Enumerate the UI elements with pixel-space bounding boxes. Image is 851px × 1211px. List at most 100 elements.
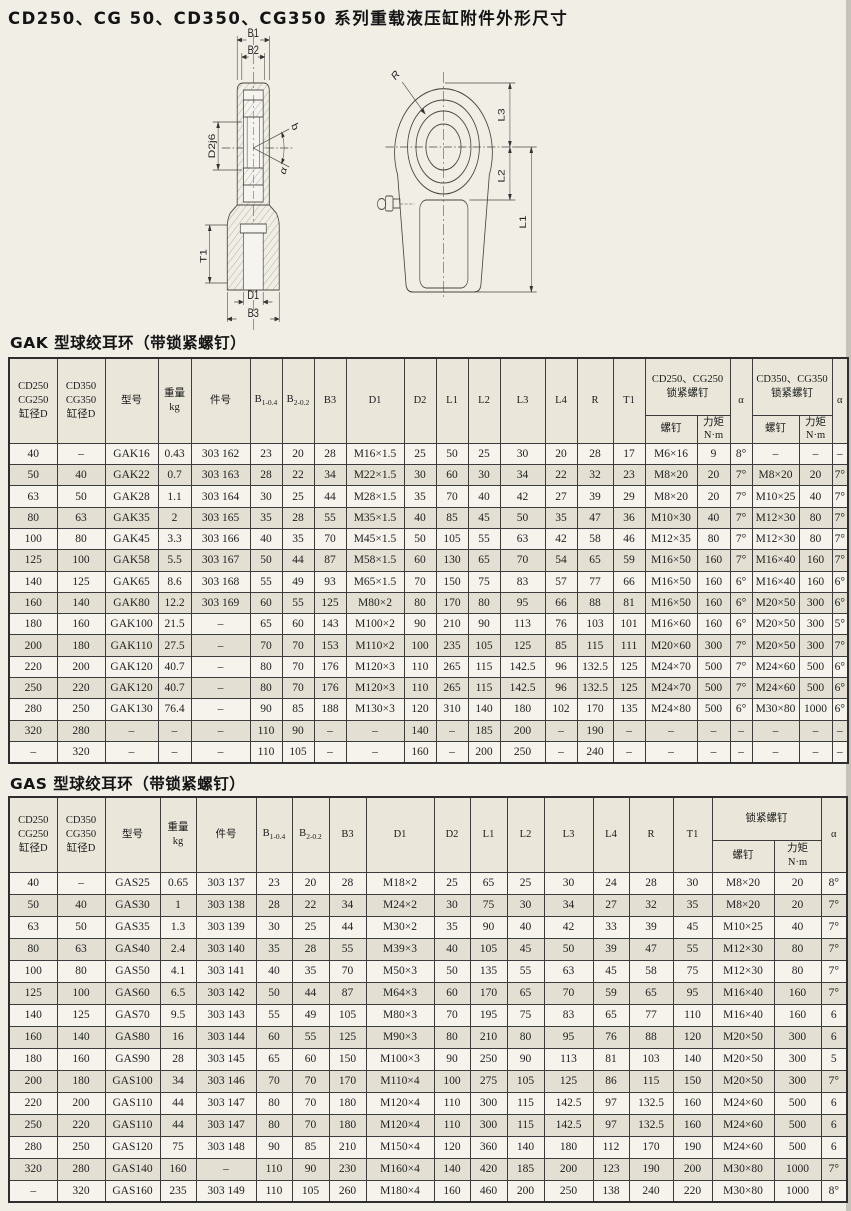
table-cell: – [190,740,251,764]
table-cell: 125 [543,1069,594,1093]
table-cell: – [157,719,192,742]
table-cell: 80 [255,1113,293,1137]
table-cell: 102 [544,698,578,721]
table-cell: 303 166 [190,527,251,551]
table-cell: 50 [8,464,58,487]
col-header-alpha-1: α [729,357,753,444]
table-cell: 87 [328,981,367,1005]
table-cell: 50 [433,959,471,983]
table-cell: 44 [328,915,367,939]
table-cell: 40.7 [157,677,192,700]
table-cell: 2 [157,506,192,529]
table-cell: 170 [435,591,469,615]
col-header-b1: B1-0.4 [249,357,283,444]
table-cell: 39 [628,915,674,939]
table-cell: 2.4 [159,937,197,961]
table-cell: 28 [313,442,347,466]
table-row: 160 140 GAS80 16 303 144 60 55 125 M90×3 80 210 80 9… [8,1025,848,1049]
table-cell: M20×60 [644,634,698,657]
col-header-t1: T1 [612,357,646,444]
table-cell: 235 [435,634,469,657]
table-cell: 95 [543,1025,594,1049]
table-row: 280 250 GAS120 75 303 148 90 85 210 M150×4 120 360… [8,1135,848,1159]
table-cell: 40 [773,915,822,939]
table-cell: 303 139 [195,915,257,939]
table-cell: 140 [506,1135,545,1159]
dim-label-b2: B2 [248,44,259,57]
table-cell: 24 [592,871,630,895]
table-cell: 76.4 [157,698,192,721]
table-cell: 70 [499,549,546,572]
table-cell: 28 [576,442,614,466]
table-cell: 0.65 [159,871,197,895]
table-cell: M180×4 [365,1179,435,1203]
table-cell: 7° [831,485,849,508]
table-cell: – [313,740,347,764]
table-cell: 1.1 [157,485,192,508]
table-cell: 9.5 [159,1003,197,1027]
table-cell: GAK22 [104,464,159,487]
table-cell: 220 [8,655,58,679]
front-view-drawing: R L3 L2 L1 [377,68,537,300]
col-header-l2: L2 [467,357,501,444]
table-cell: 20 [773,893,822,917]
table-cell: 303 165 [190,506,251,529]
table-row: 63 50 GAS35 1.3 303 139 30 25 44 M30×2 35 90 40 42 33… [8,915,848,939]
table-cell: 230 [328,1157,367,1181]
table-cell: 63 [543,959,594,983]
table-cell: 180 [56,634,106,657]
table-cell: M12×30 [751,527,800,551]
table-cell: 7° [729,506,753,529]
table-cell: 153 [313,634,347,657]
table-cell: 75 [467,570,501,593]
table-cell: 100 [433,1069,471,1093]
table-cell: 30 [506,893,545,917]
table-cell: M6×16 [644,442,698,466]
table-cell: 360 [469,1135,508,1159]
table-cell: M160×4 [365,1157,435,1181]
table-cell: 5° [831,613,849,636]
table-cell: 190 [672,1135,713,1159]
table-row: 200 180 GAK110 27.5–70 70 153 M110×2 100 235 105 1… [8,634,849,657]
table-cell: 90 [255,1135,293,1159]
table-cell: GAS35 [104,915,161,939]
table-cell: 54 [544,549,578,572]
table-cell: 303 163 [190,464,251,487]
table-cell: 303 138 [195,893,257,917]
table-cell: 88 [576,591,614,615]
table-cell: 80 [403,591,437,615]
table-cell: 70 [291,1091,330,1115]
table-cell: 55 [281,591,315,615]
table-cell: GAS110 [104,1091,161,1115]
dim-label-l3: L3 [497,108,507,121]
table-cell: 265 [435,655,469,679]
table-cell: 160 [56,613,106,636]
table-cell: – [157,740,192,764]
table-cell: 70 [281,655,315,679]
table-cell: 17 [612,442,646,466]
table-cell: M130×3 [345,698,405,721]
table-cell: 120 [672,1025,713,1049]
table-cell: 303 168 [190,570,251,593]
table-cell: M35×1.5 [345,506,405,529]
col-header-screw-1: 螺钉 [644,414,698,444]
table-cell: M18×2 [365,871,435,895]
table-cell: 7° [831,464,849,487]
table-cell: 160 [773,981,822,1005]
table-cell: 160 [696,613,731,636]
table-cell: 23 [612,464,646,487]
table-cell: M120×4 [365,1091,435,1115]
table-cell: 500 [773,1113,822,1137]
table-cell: – [544,719,578,742]
angle-label-b: b [289,121,300,132]
table-cell: 50 [8,893,58,917]
table-cell: 110 [403,655,437,679]
table-cell: 170 [469,981,508,1005]
table-cell: 103 [628,1047,674,1071]
table-cell: 300 [798,613,833,636]
table-cell: 125 [612,655,646,679]
table-cell: 142.5 [543,1113,594,1137]
table-row: 180 160 GAK100 21.5–65 60 143 M100×2 90 210 90 113… [8,613,849,636]
table-cell: 300 [696,634,731,657]
table-cell: 105 [291,1179,330,1203]
